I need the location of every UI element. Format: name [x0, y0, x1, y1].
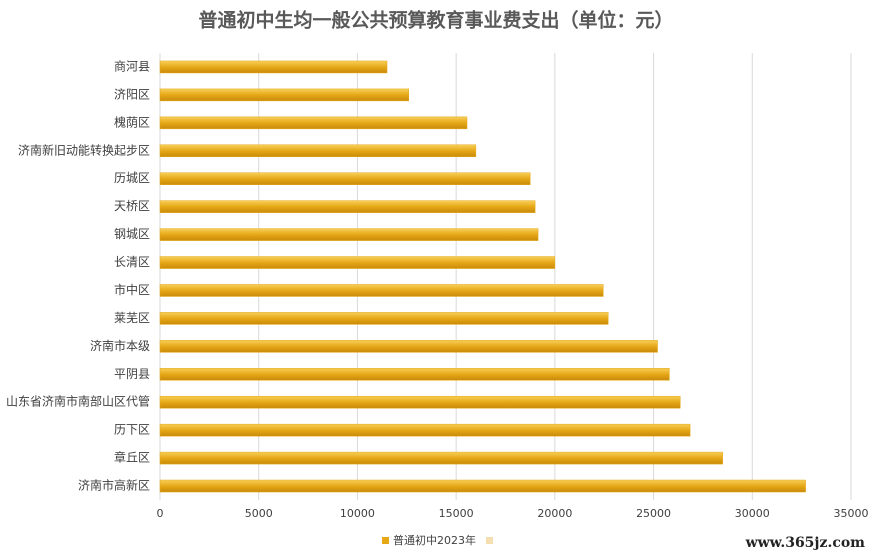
y-tick-label: 槐荫区	[114, 114, 150, 129]
y-tick-label: 历城区	[114, 171, 150, 185]
bar	[159, 423, 691, 437]
y-tick-label: 济南市高新区	[78, 478, 150, 493]
y-tick-label: 钢城区	[114, 227, 150, 241]
bar	[159, 172, 531, 185]
x-tick-label: 20000	[537, 507, 572, 520]
x-tick-label: 10000	[340, 507, 375, 520]
x-tick-label: 35000	[834, 507, 869, 520]
bar	[159, 312, 609, 325]
bar	[159, 284, 604, 297]
bar	[159, 228, 539, 241]
x-tick-label: 0	[157, 507, 164, 520]
x-tick-label: 25000	[636, 507, 671, 520]
bar	[159, 256, 556, 269]
y-tick-label: 济阳区	[114, 86, 150, 101]
y-tick-label: 济南市本级	[90, 338, 150, 353]
legend-swatch	[382, 537, 389, 544]
watermark: www.365jz.com	[745, 535, 866, 551]
bar	[159, 451, 723, 465]
y-tick-label: 莱芜区	[114, 311, 150, 325]
y-tick-label: 山东省济南市南部山区代管	[6, 394, 150, 409]
bar	[159, 116, 468, 130]
x-tick-label: 30000	[735, 507, 770, 520]
bar	[159, 368, 670, 381]
chart-title: 普通初中生均一般公共预算教育事业费支出（单位：元）	[198, 9, 673, 32]
bar	[159, 88, 410, 102]
legend-label: 普通初中2023年	[393, 533, 476, 547]
bar	[159, 479, 806, 493]
y-tick-label: 平阴县	[114, 367, 150, 381]
y-tick-label: 商河县	[114, 58, 150, 73]
y-tick-label: 章丘区	[114, 450, 150, 465]
x-tick-label: 5000	[245, 507, 273, 520]
legend-swatch	[486, 537, 493, 544]
x-tick-label: 15000	[439, 507, 474, 520]
y-tick-label: 天桥区	[114, 199, 150, 213]
bar	[159, 60, 388, 74]
bar	[159, 340, 658, 353]
bar	[159, 200, 536, 213]
y-tick-label: 历下区	[114, 423, 150, 437]
y-tick-label: 长清区	[114, 255, 150, 269]
y-tick-label: 济南新旧动能转换起步区	[18, 142, 150, 157]
y-tick-label: 市中区	[114, 282, 150, 297]
bar	[159, 395, 681, 409]
bar	[159, 144, 477, 158]
